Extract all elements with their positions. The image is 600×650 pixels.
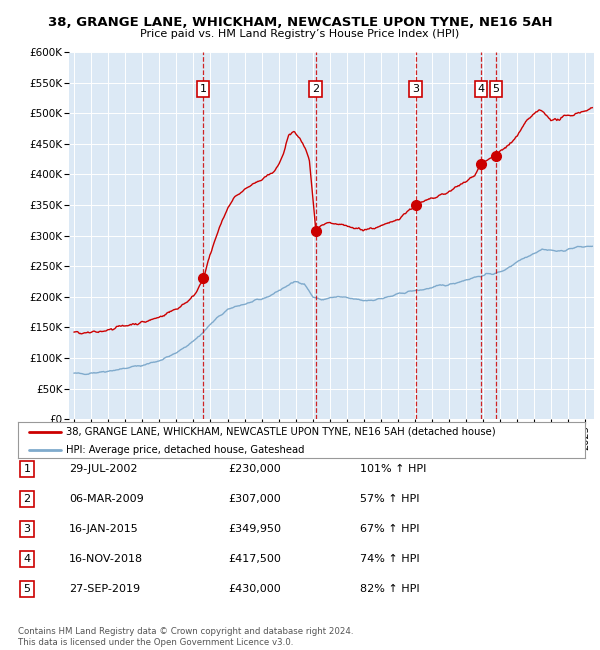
- Text: 3: 3: [412, 84, 419, 94]
- Text: 16-NOV-2018: 16-NOV-2018: [69, 554, 143, 564]
- Text: 57% ↑ HPI: 57% ↑ HPI: [360, 494, 419, 504]
- Text: 4: 4: [478, 84, 485, 94]
- Text: £430,000: £430,000: [228, 584, 281, 594]
- Text: £230,000: £230,000: [228, 464, 281, 474]
- Text: 1: 1: [23, 464, 31, 474]
- Text: 38, GRANGE LANE, WHICKHAM, NEWCASTLE UPON TYNE, NE16 5AH: 38, GRANGE LANE, WHICKHAM, NEWCASTLE UPO…: [47, 16, 553, 29]
- Text: 2: 2: [312, 84, 319, 94]
- Text: 29-JUL-2002: 29-JUL-2002: [69, 464, 137, 474]
- Text: 67% ↑ HPI: 67% ↑ HPI: [360, 524, 419, 534]
- Text: 101% ↑ HPI: 101% ↑ HPI: [360, 464, 427, 474]
- Text: 5: 5: [23, 584, 31, 594]
- Text: 82% ↑ HPI: 82% ↑ HPI: [360, 584, 419, 594]
- Text: £349,950: £349,950: [228, 524, 281, 534]
- Text: 5: 5: [493, 84, 499, 94]
- Text: 3: 3: [23, 524, 31, 534]
- Text: 74% ↑ HPI: 74% ↑ HPI: [360, 554, 419, 564]
- Text: HPI: Average price, detached house, Gateshead: HPI: Average price, detached house, Gate…: [66, 445, 305, 455]
- Text: Contains HM Land Registry data © Crown copyright and database right 2024.
This d: Contains HM Land Registry data © Crown c…: [18, 627, 353, 647]
- Text: Price paid vs. HM Land Registry’s House Price Index (HPI): Price paid vs. HM Land Registry’s House …: [140, 29, 460, 39]
- Text: 1: 1: [200, 84, 206, 94]
- Text: 16-JAN-2015: 16-JAN-2015: [69, 524, 139, 534]
- Text: 4: 4: [23, 554, 31, 564]
- Text: £417,500: £417,500: [228, 554, 281, 564]
- Text: 2: 2: [23, 494, 31, 504]
- Text: 38, GRANGE LANE, WHICKHAM, NEWCASTLE UPON TYNE, NE16 5AH (detached house): 38, GRANGE LANE, WHICKHAM, NEWCASTLE UPO…: [66, 426, 496, 437]
- Text: 06-MAR-2009: 06-MAR-2009: [69, 494, 144, 504]
- Text: £307,000: £307,000: [228, 494, 281, 504]
- Text: 27-SEP-2019: 27-SEP-2019: [69, 584, 140, 594]
